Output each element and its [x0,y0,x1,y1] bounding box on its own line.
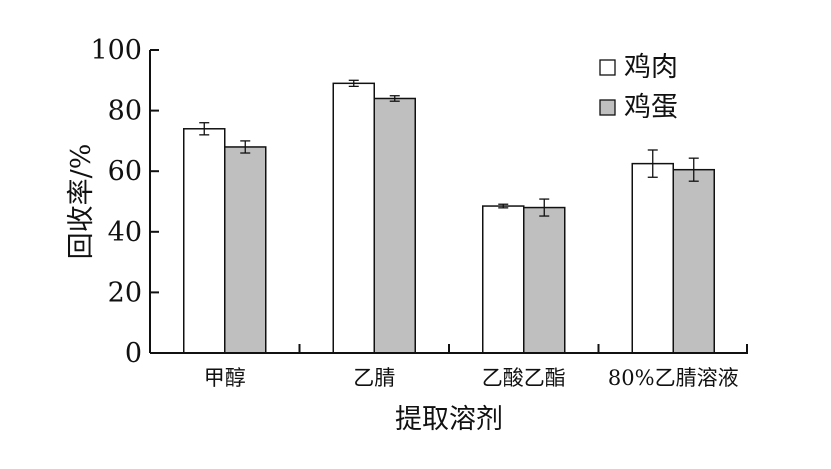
y-tick-label: 0 [125,338,142,369]
bar [332,82,375,354]
x-axis-ticks: 甲醇 乙腈 乙酸乙酯 80%乙腈溶液 [204,344,748,390]
bar [224,146,267,354]
y-axis-title: 回收率/% [66,144,97,260]
legend-label: 鸡蛋 [624,92,678,123]
x-tick-label: 80%乙腈溶液 [608,366,739,390]
plot-area [183,79,715,354]
x-tick-label: 甲醇 [204,366,246,390]
y-tick-label: 100 [90,35,142,66]
legend-label: 鸡肉 [624,52,678,83]
legend-swatch [599,99,616,116]
bar [183,128,226,354]
bar [631,162,674,354]
bar [482,205,525,354]
y-tick-label: 60 [108,156,142,187]
legend-swatch [599,59,616,76]
y-tick-label: 40 [108,217,142,248]
bar [523,206,566,354]
y-tick-label: 20 [108,277,142,308]
y-tick-label: 80 [108,96,142,127]
x-tick-label: 乙酸乙酯 [482,366,566,390]
bar [672,168,715,354]
x-axis-title: 提取溶剂 [395,404,503,435]
y-axis-ticks: 0 20 40 60 80 100 [90,35,159,369]
x-tick-label: 乙腈 [353,366,395,390]
bar [373,97,416,354]
